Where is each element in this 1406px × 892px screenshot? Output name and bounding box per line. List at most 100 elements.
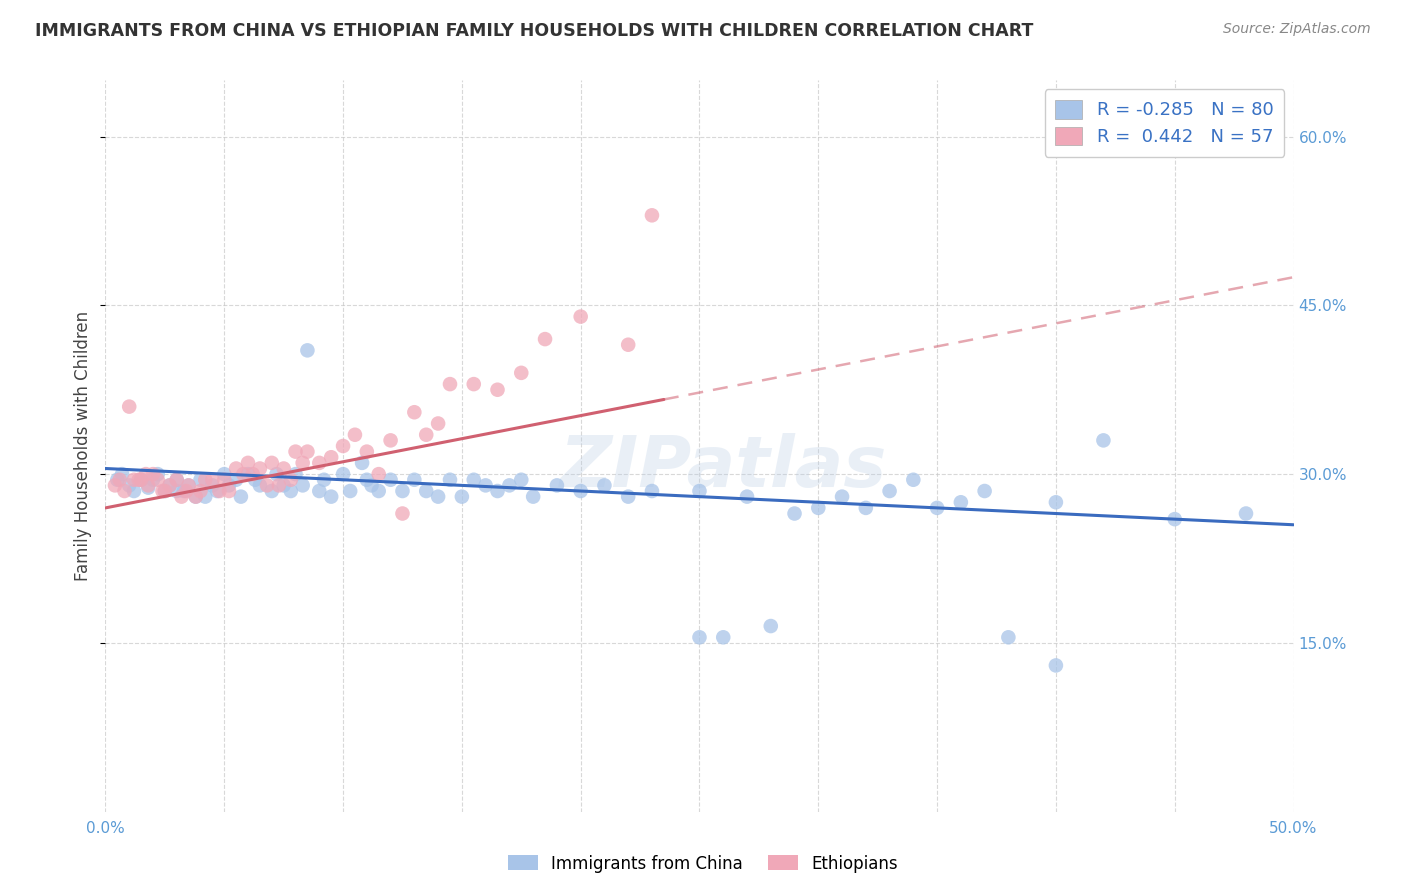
Point [284,467,307,482]
Point [105,473,128,487]
Point [404,473,426,487]
Point [280,483,302,498]
Point [831,490,853,504]
Point [593,478,616,492]
Point [152,483,174,498]
Point [903,473,925,487]
Point [925,500,948,515]
Point [569,310,592,324]
Point [486,383,509,397]
Point [735,490,758,504]
Point [439,473,461,487]
Point [332,467,354,482]
Point [225,461,247,475]
Point [249,461,271,475]
Point [201,478,224,492]
Point [510,366,533,380]
Point [284,444,307,458]
Point [108,473,131,487]
Point [280,473,302,487]
Point [569,483,592,498]
Point [783,507,806,521]
Point [118,478,141,492]
Point [118,400,141,414]
Point [689,483,711,498]
Point [153,483,176,498]
Point [166,483,188,498]
Point [339,483,361,498]
Point [177,478,200,492]
Point [391,507,413,521]
Point [190,483,212,498]
Point [380,473,402,487]
Y-axis label: Family Households with Children: Family Households with Children [75,311,93,581]
Point [174,483,197,498]
Point [308,456,330,470]
Point [218,483,240,498]
Point [321,490,343,504]
Point [190,473,212,487]
Point [135,467,157,482]
Point [332,439,354,453]
Point [321,450,343,465]
Point [236,467,259,482]
Point [617,337,640,351]
Point [759,619,782,633]
Point [205,483,228,498]
Point [136,481,159,495]
Point [214,473,236,487]
Point [159,478,181,492]
Point [225,473,247,487]
Point [498,478,520,492]
Point [486,483,509,498]
Point [273,478,295,492]
Text: ZIPatlas: ZIPatlas [560,434,887,502]
Point [122,483,145,498]
Point [1164,512,1187,526]
Point [242,467,264,482]
Point [1045,658,1067,673]
Point [356,473,378,487]
Text: Source: ZipAtlas.com: Source: ZipAtlas.com [1223,22,1371,37]
Point [949,495,972,509]
Point [146,467,169,482]
Point [312,473,335,487]
Point [260,483,283,498]
Point [617,490,640,504]
Point [273,461,295,475]
Point [243,473,266,487]
Point [194,490,217,504]
Legend: R = -0.285   N = 80, R =  0.442   N = 57: R = -0.285 N = 80, R = 0.442 N = 57 [1045,89,1285,157]
Point [474,478,496,492]
Point [391,483,413,498]
Point [510,473,533,487]
Point [267,478,290,492]
Point [291,456,314,470]
Point [201,473,224,487]
Point [308,483,330,498]
Point [1234,507,1257,521]
Point [352,456,374,470]
Point [356,444,378,458]
Point [111,467,134,482]
Point [415,427,437,442]
Point [404,405,426,419]
Point [997,630,1019,644]
Point [136,478,159,492]
Point [641,483,664,498]
Point [343,427,366,442]
Point [122,473,145,487]
Point [142,467,165,482]
Point [260,456,283,470]
Point [170,490,193,504]
Point [855,500,877,515]
Point [367,467,389,482]
Point [128,473,150,487]
Point [415,483,437,498]
Point [266,467,288,482]
Point [450,490,472,504]
Point [256,478,278,492]
Point [360,478,382,492]
Point [367,483,389,498]
Point [166,473,188,487]
